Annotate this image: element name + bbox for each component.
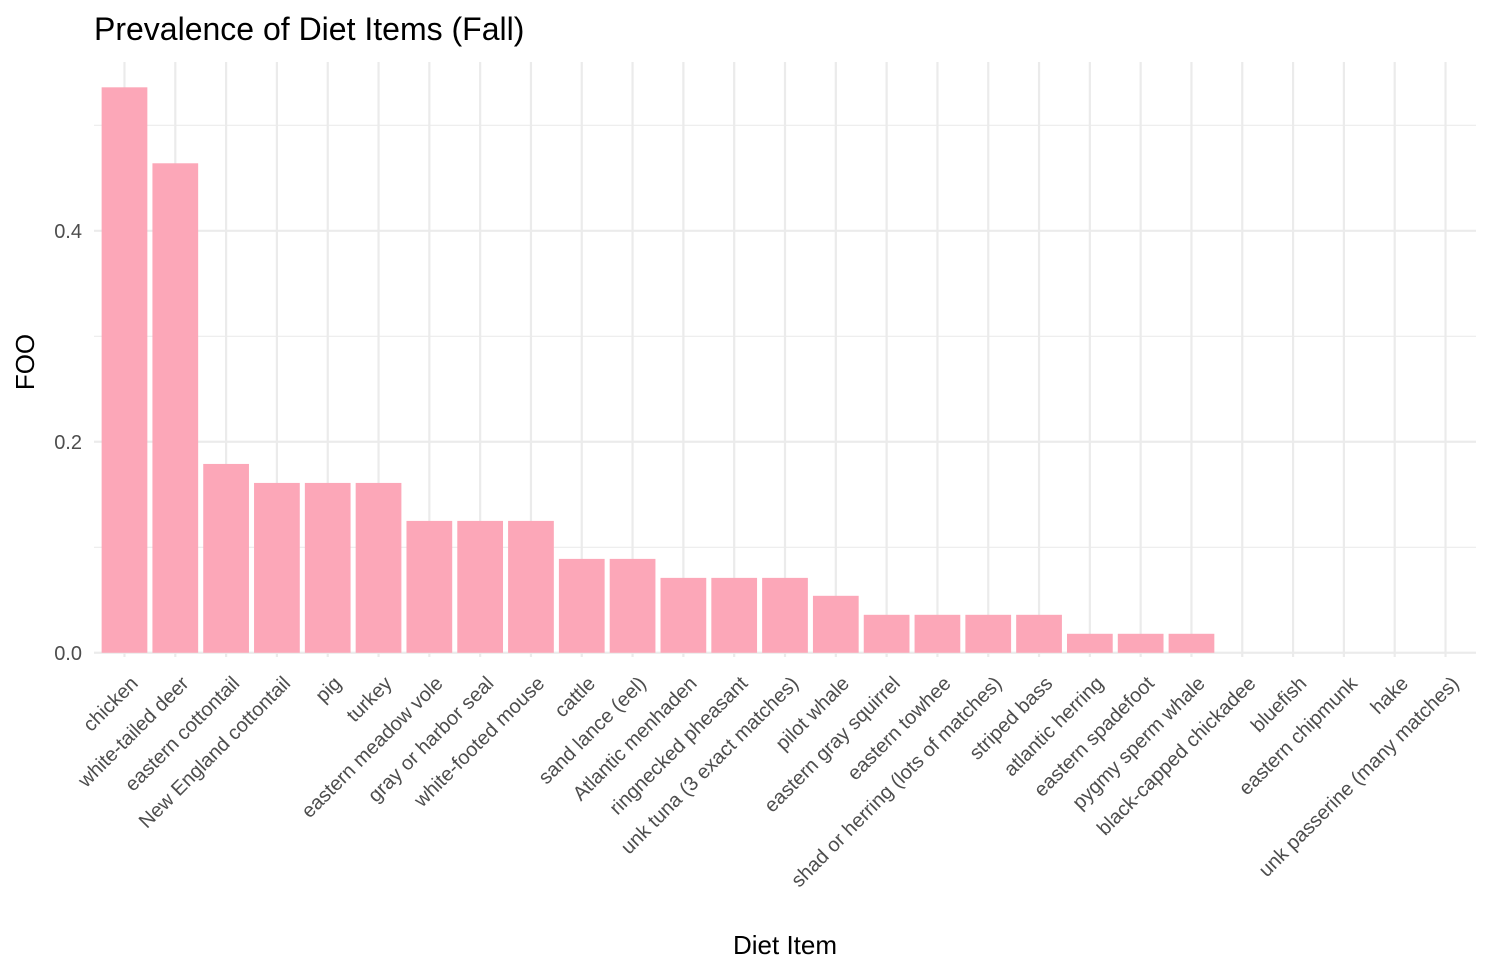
bar (762, 577, 808, 653)
bar (508, 520, 554, 653)
bar (812, 595, 859, 653)
x-tick-label: pig (311, 673, 345, 707)
y-axis-title: FOO (10, 334, 40, 390)
bar (101, 87, 148, 653)
bar (914, 614, 961, 653)
bar (355, 482, 402, 653)
bar (1168, 633, 1215, 653)
bar (203, 463, 249, 653)
bar (406, 520, 453, 653)
y-tick-label: 0.4 (54, 221, 82, 243)
bar (152, 163, 199, 653)
bars (101, 87, 1215, 653)
y-tick-label: 0.0 (54, 643, 82, 665)
bar (1066, 633, 1113, 653)
bar (660, 577, 707, 653)
bar (863, 614, 910, 653)
y-tick-label: 0.2 (54, 432, 82, 454)
grid (94, 62, 1476, 657)
bar (558, 558, 605, 653)
x-tick-label: hake (1367, 673, 1413, 719)
bar (711, 577, 758, 653)
chart-title: Prevalence of Diet Items (Fall) (94, 11, 524, 47)
bar (609, 558, 656, 653)
bar (1016, 614, 1062, 653)
bar (965, 614, 1012, 653)
bar (457, 520, 504, 653)
y-axis-ticks: 0.0 0.2 0.4 (54, 221, 82, 665)
x-axis-title: Diet Item (733, 930, 837, 960)
bar (304, 482, 351, 653)
bar (254, 482, 300, 653)
bar (1117, 633, 1164, 653)
